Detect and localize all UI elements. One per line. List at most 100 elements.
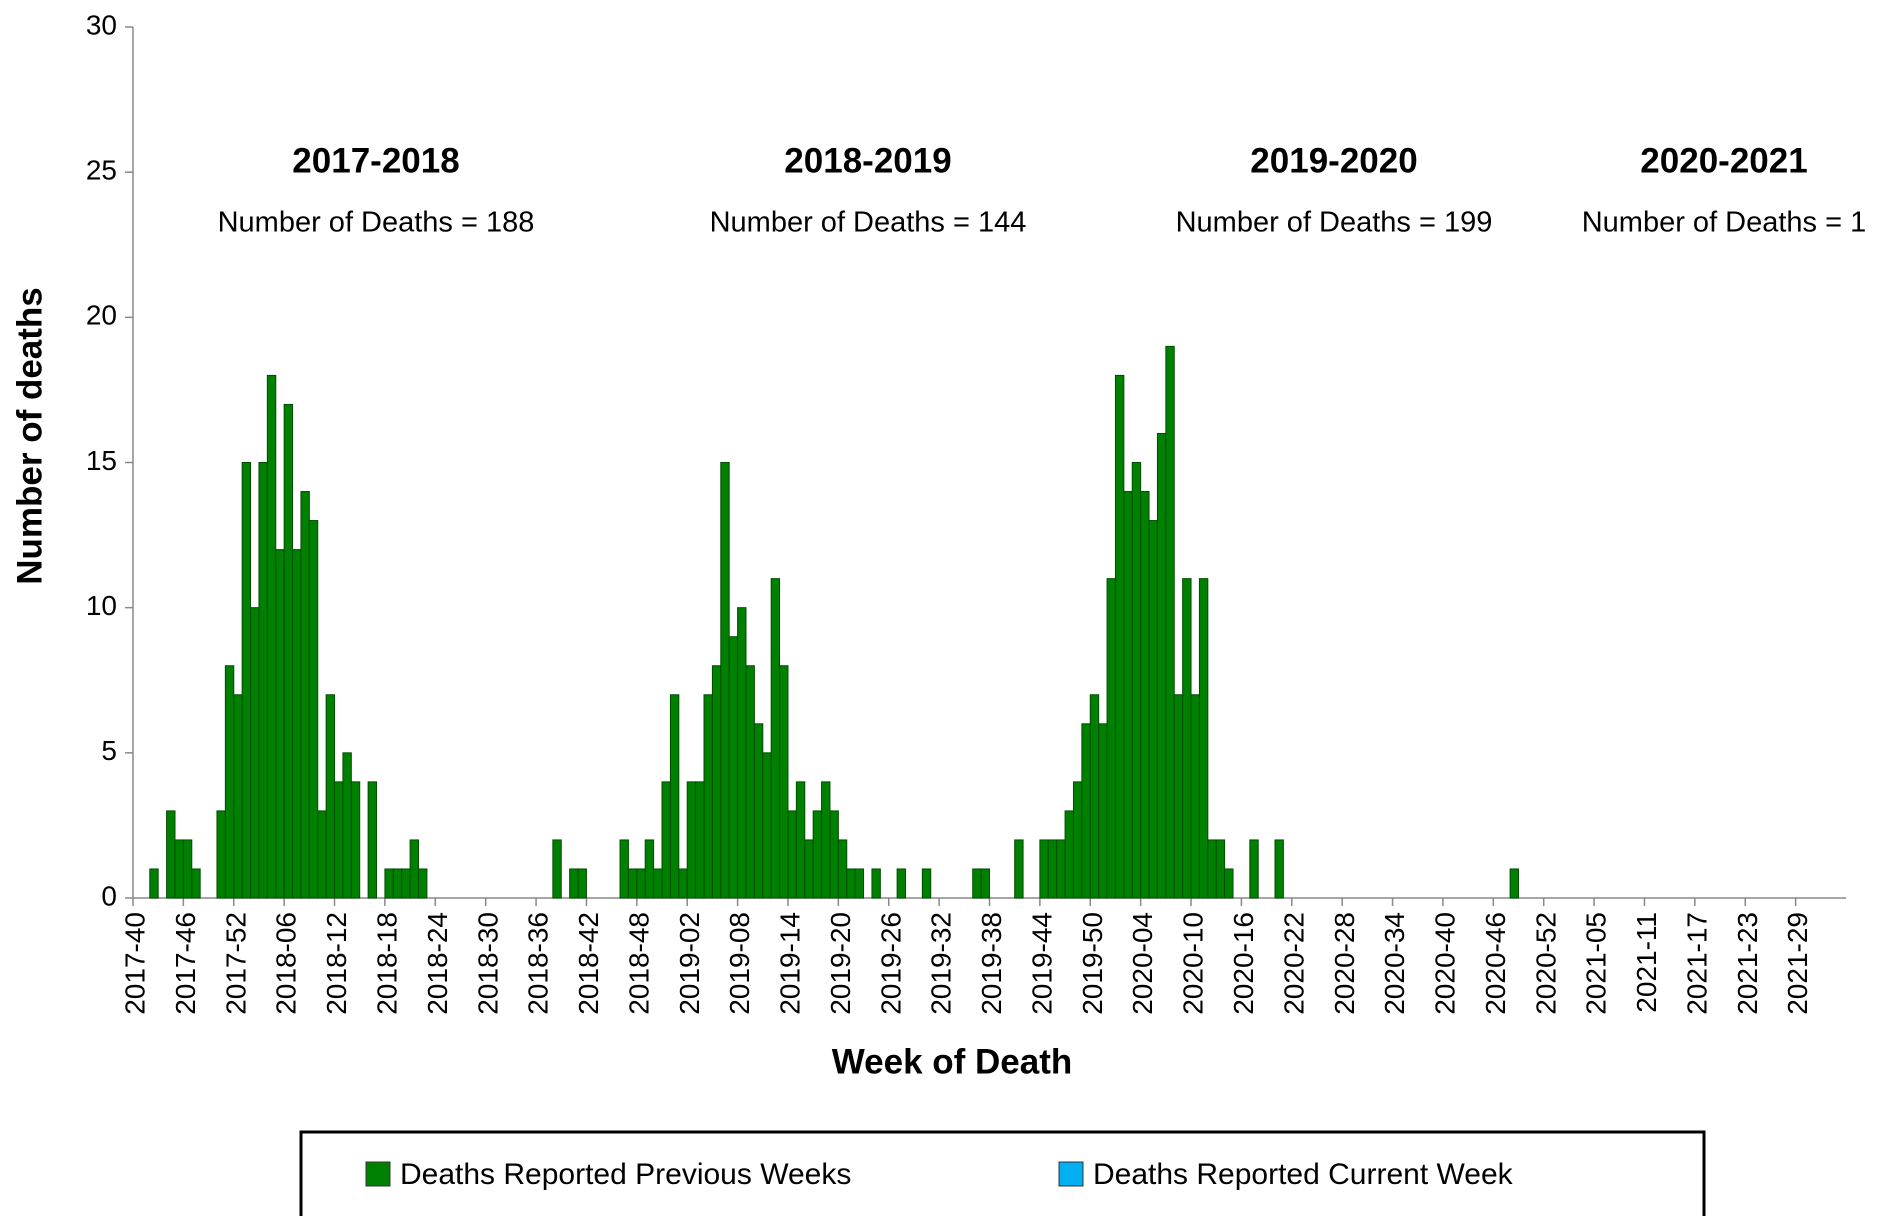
bar: [342, 752, 352, 899]
x-tick-label: 2017-46: [170, 912, 201, 1015]
bar: [854, 868, 865, 899]
bar: [283, 403, 294, 899]
x-tick-label: 2018-30: [472, 912, 503, 1015]
x-tick-label: 2021-23: [1732, 912, 1763, 1015]
bar: [728, 636, 739, 899]
bar: [1224, 868, 1234, 899]
bar: [308, 520, 319, 899]
bar: [837, 839, 848, 899]
x-tick-label: 2019-44: [1026, 912, 1057, 1015]
x-tick-label: 2020-10: [1178, 912, 1209, 1015]
y-tick-label: 20: [86, 300, 117, 331]
x-tick-label: 2020-16: [1228, 912, 1259, 1015]
season-title: 2019-2020: [1250, 141, 1417, 180]
bar: [678, 868, 688, 899]
bar: [384, 868, 394, 899]
bar: [669, 694, 680, 899]
bar: [1165, 345, 1175, 899]
bar: [577, 868, 587, 899]
bar: [745, 665, 755, 899]
x-tick-label: 2018-18: [372, 912, 403, 1015]
bar: [661, 781, 671, 899]
bar: [1198, 578, 1209, 899]
x-tick-label: 2019-02: [674, 912, 705, 1015]
bar: [174, 839, 184, 899]
bar: [552, 839, 562, 899]
bar: [1274, 839, 1284, 899]
y-tick-label: 5: [101, 735, 117, 766]
x-tick-label: 2021-05: [1581, 912, 1612, 1015]
bar: [191, 868, 201, 899]
bar: [720, 462, 730, 899]
bar: [1072, 781, 1083, 899]
bar: [300, 491, 310, 899]
bar: [653, 868, 663, 899]
x-tick-label: 2017-40: [120, 912, 151, 1015]
bar: [1014, 839, 1024, 899]
bar: [921, 868, 932, 899]
x-tick-label: 2020-40: [1430, 912, 1461, 1015]
x-tick-label: 2021-17: [1681, 912, 1712, 1015]
bar: [896, 868, 907, 899]
x-tick-label: 2018-42: [573, 912, 604, 1015]
x-tick-label: 2017-52: [220, 912, 251, 1015]
bar: [1148, 520, 1158, 899]
bar: [250, 607, 260, 899]
bar: [216, 810, 226, 899]
season-title: 2017-2018: [292, 141, 459, 180]
bar: [1039, 839, 1049, 899]
bar: [1123, 491, 1133, 899]
legend-swatch: [1058, 1161, 1084, 1187]
y-tick-label: 25: [86, 155, 117, 186]
bar: [627, 868, 638, 899]
legend-label: Deaths Reported Current Week: [1093, 1158, 1514, 1191]
bar: [1156, 432, 1167, 899]
x-tick-label: 2019-26: [875, 912, 906, 1015]
bar: [409, 839, 419, 899]
bar: [1190, 694, 1200, 899]
x-tick-label: 2020-04: [1127, 912, 1158, 1015]
bar: [1140, 491, 1150, 899]
x-tick-label: 2019-32: [926, 912, 957, 1015]
x-tick-label: 2021-29: [1782, 912, 1813, 1015]
bar: [795, 781, 806, 899]
x-tick-label: 2018-12: [321, 912, 352, 1015]
bar: [829, 810, 839, 899]
y-tick-label: 30: [86, 9, 117, 40]
season-title: 2018-2019: [784, 141, 951, 180]
season-total: Number of Deaths = 188: [218, 207, 535, 239]
bar: [292, 549, 302, 899]
y-axis-title: Number of deaths: [10, 287, 49, 585]
bar: [686, 781, 697, 899]
bar: [241, 462, 252, 899]
x-tick-label: 2019-08: [724, 912, 755, 1015]
bar: [1182, 578, 1192, 899]
bar: [149, 868, 159, 899]
legend-box: [299, 1130, 1706, 1216]
y-tick-label: 0: [101, 880, 117, 911]
bar: [418, 868, 428, 899]
bar: [317, 810, 327, 899]
bar: [1173, 694, 1184, 899]
bar: [737, 607, 747, 899]
bar: [392, 868, 403, 899]
bar: [1089, 694, 1100, 899]
season-total: Number of Deaths = 144: [710, 207, 1027, 239]
bar: [846, 868, 856, 899]
bar: [980, 868, 991, 899]
bar: [350, 781, 361, 899]
x-tick-label: 2018-24: [422, 912, 453, 1015]
bar: [711, 665, 722, 899]
x-tick-label: 2018-06: [271, 912, 302, 1015]
bar: [644, 839, 655, 899]
bar: [1047, 839, 1058, 899]
bar: [636, 868, 646, 899]
x-tick-label: 2018-48: [623, 912, 654, 1015]
x-tick-label: 2020-52: [1530, 912, 1561, 1015]
y-tick-label: 10: [86, 590, 117, 621]
x-tick-label: 2020-46: [1480, 912, 1511, 1015]
x-tick-label: 2020-22: [1278, 912, 1309, 1015]
bar: [1114, 374, 1125, 899]
